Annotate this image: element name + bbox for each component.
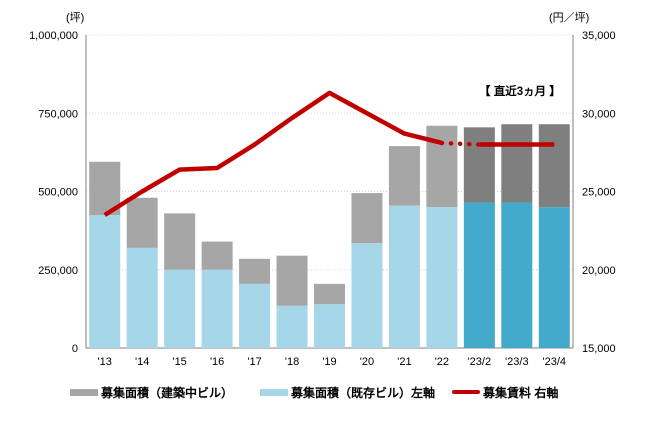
bar-construction-segment [276,255,308,306]
x-axis-tick-label: '13 [98,356,112,368]
right-axis-tick-label: 20,000 [582,265,616,277]
bar-existing-segment [89,214,121,348]
x-axis-tick-label: '23/2 [468,356,492,368]
right-axis-tick-label: 30,000 [582,108,616,120]
bar-construction-segment [239,258,271,284]
x-axis-tick-label: '18 [285,356,299,368]
bar-construction-segment [126,197,158,248]
left-axis-tick-label: 250,000 [38,265,78,277]
existing-bar-swatch-icon [260,388,288,396]
legend-label-rent: 募集賃料 右軸 [483,385,559,400]
bar-existing-segment [388,205,420,348]
legend-item-existing: 募集面積（既存ビル）左軸 [260,384,435,400]
right-axis-unit-label: (円／坪) [549,12,590,24]
rent-line-swatch-icon [452,389,480,395]
legend-item-construction: 募集面積（建築中ビル） [70,384,233,400]
x-axis-tick-label: '14 [135,356,149,368]
bar-construction-segment [351,193,383,244]
bar-existing-segment [351,243,383,348]
bar-existing-segment [276,305,308,348]
bar-existing-segment [201,269,233,348]
left-axis-tick-label: 750,000 [38,108,78,120]
legend-label-construction: 募集面積（建築中ビル） [101,385,234,400]
left-axis-tick-label: 1,000,000 [29,30,78,42]
legend-label-existing: 募集面積（既存ビル）左軸 [291,385,436,400]
right-axis-tick-label: 25,000 [582,187,616,199]
bar-existing-segment [501,202,533,348]
construction-bar-swatch-icon [70,388,98,396]
bar-construction-segment [201,241,233,270]
legend-item-rent: 募集賃料 右軸 [452,384,558,400]
bar-construction-segment [501,124,533,203]
x-axis-tick-label: '23/4 [543,356,567,368]
x-axis-tick-label: '17 [247,356,261,368]
rent-line-dotted [439,140,482,147]
x-axis-tick-label: '20 [360,356,374,368]
right-axis-tick-label: 35,000 [582,30,616,42]
x-axis-tick-label: '16 [210,356,224,368]
bar-construction-segment [463,127,495,203]
x-axis-tick-label: '23/3 [505,356,529,368]
bar-existing-segment [463,202,495,348]
x-axis-tick-label: '15 [172,356,186,368]
bar-existing-segment [126,247,158,348]
bar-existing-segment [164,269,196,348]
bar-existing-segment [426,207,458,348]
bar-construction-segment [388,146,420,206]
left-axis-tick-label: 0 [72,343,78,355]
bar-construction-segment [164,213,196,270]
rent-line-solid [103,90,443,217]
bar-existing-segment [239,283,271,348]
chart-legend: 募集面積（建築中ビル） 募集面積（既存ビル）左軸 募集賃料 右軸 [0,384,650,404]
x-axis-tick-label: '21 [397,356,411,368]
left-axis-tick-label: 500,000 [38,187,78,199]
left-axis-unit-label: (坪) [66,12,85,24]
right-axis-tick-label: 15,000 [582,343,616,355]
bar-construction-segment [538,124,570,208]
recent-3-months-annotation: 【 直近3ヵ月 】 [479,86,561,98]
x-axis-tick-label: '19 [322,356,336,368]
bar-construction-segment [314,283,345,305]
x-axis-tick-label: '22 [435,356,449,368]
bar-existing-segment [538,207,570,348]
bar-existing-segment [314,304,345,348]
